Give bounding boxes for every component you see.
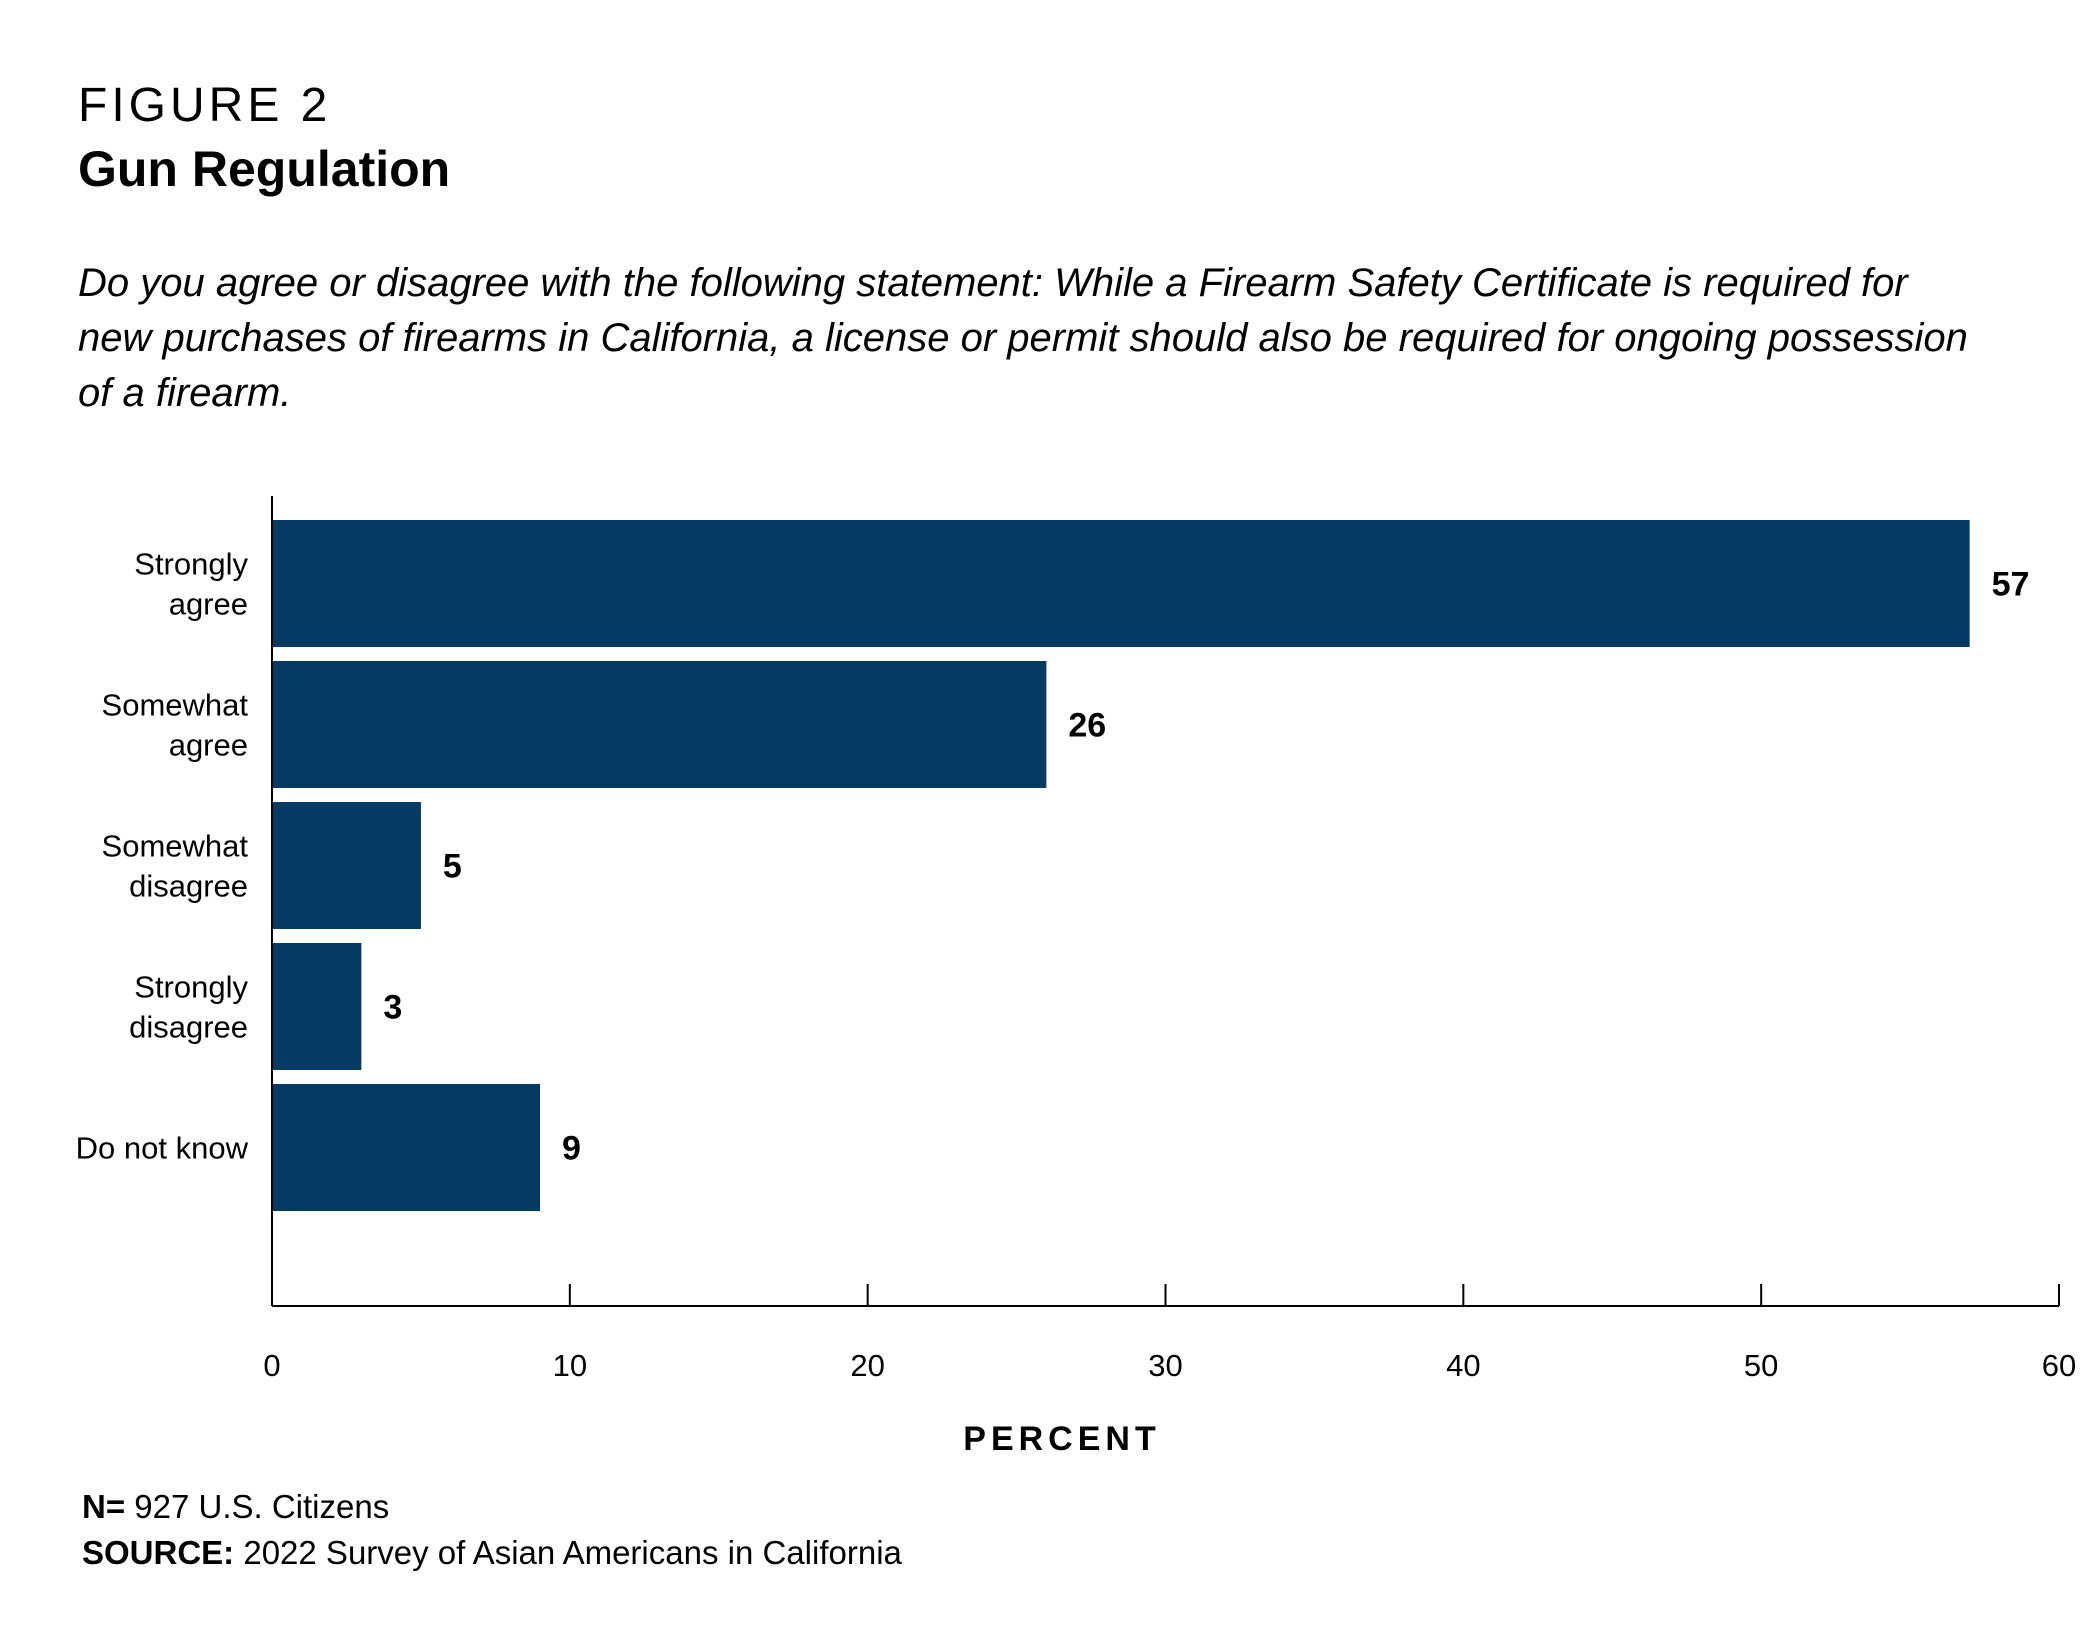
category-label-2-line-1: disagree [129,869,248,904]
source-text: 2022 Survey of Asian Americans in Califo… [234,1534,902,1571]
category-label-4: Do not know [76,1131,249,1166]
category-label-0-line-0: Strongly [134,547,248,582]
value-label-2: 5 [443,848,462,886]
category-label-2: Somewhat disagree [102,829,249,904]
x-tick-label-6: 60 [2042,1348,2076,1383]
value-labels-group: 57 26 5 3 9 [383,566,2029,1168]
bar-3 [272,943,362,1070]
x-axis-label: PERCENT [963,1420,1160,1458]
category-label-3-line-0: Strongly [134,970,248,1005]
bar-4 [272,1084,541,1211]
value-label-0: 57 [1992,566,2030,604]
category-label-1-line-0: Somewhat [102,688,249,723]
sample-size-text: 927 U.S. Citizens [125,1488,390,1525]
sample-size-label: N= [82,1488,126,1525]
category-label-4-line-0: Do not know [76,1131,249,1166]
survey-question: Do you agree or disagree with the follow… [78,261,1968,415]
category-label-1-line-1: agree [169,728,248,763]
category-labels-group: Strongly agree Somewhat agree Somewhat disagr… [76,547,249,1166]
category-label-2-line-0: Somewhat [102,829,249,864]
bar-0 [272,520,1970,647]
value-label-1: 26 [1068,707,1106,745]
bar-1 [272,661,1047,788]
source-note: SOURCE: 2022 Survey of Asian Americans i… [82,1534,902,1572]
value-label-3: 3 [383,989,402,1027]
bar-2 [272,802,421,929]
sample-size-note: N= 927 U.S. Citizens [82,1488,389,1526]
x-tick-label-1: 10 [553,1348,587,1383]
x-tick-label-5: 50 [1744,1348,1778,1383]
chart-title: Gun Regulation [78,141,451,197]
ticks-group: 0 10 20 30 40 50 60 [263,1284,2076,1383]
figure-number: FIGURE 2 [78,79,332,132]
x-tick-label-0: 0 [263,1348,280,1383]
bars-group [272,520,1970,1211]
category-label-1: Somewhat agree [102,688,249,763]
x-tick-label-4: 40 [1446,1348,1480,1383]
category-label-3-line-1: disagree [129,1010,248,1045]
x-tick-label-2: 20 [850,1348,884,1383]
category-label-0-line-1: agree [169,587,248,622]
category-label-3: Strongly disagree [129,970,248,1045]
x-tick-label-3: 30 [1148,1348,1182,1383]
category-label-0: Strongly agree [134,547,248,622]
source-label: SOURCE: [82,1534,235,1571]
value-label-4: 9 [562,1130,581,1168]
